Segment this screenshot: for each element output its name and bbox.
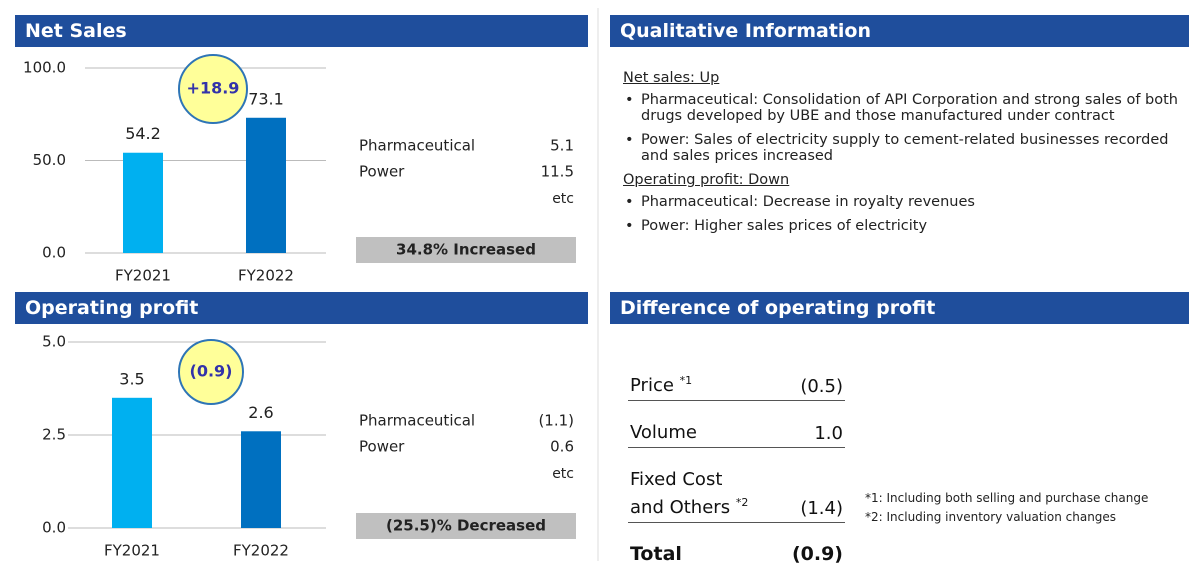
- breakdown-value: 11.5: [541, 163, 574, 181]
- value-label: 3.5: [119, 369, 144, 388]
- breakdown-value: 5.1: [550, 137, 574, 155]
- breakdown-label: Pharmaceutical: [359, 412, 475, 430]
- value-label: 54.2: [125, 124, 161, 143]
- diff-row: Fixed Cost and Others *2 (1.4): [628, 464, 845, 523]
- annotation-circle: [178, 54, 248, 124]
- breakdown-label: Pharmaceutical: [359, 137, 475, 155]
- y-tick-label: 0.0: [42, 244, 66, 262]
- breakdown-label: Power: [359, 163, 405, 181]
- x-tick-label: FY2022: [238, 267, 294, 285]
- difference-table: Price *1 (0.5) Volume 1.0 Fixed Cost and Oth…: [628, 365, 845, 584]
- annotation-circle: [178, 339, 244, 405]
- row-label: Price *1: [630, 369, 760, 397]
- bullet: Power: Sales of electricity supply to ce…: [625, 132, 1189, 164]
- total-value: (0.9): [791, 543, 843, 565]
- x-tick-label: FY2021: [104, 542, 160, 560]
- panel-header: Difference of operating profit: [610, 292, 1189, 324]
- footnote: *1: Including both selling and purchase …: [865, 491, 1149, 505]
- y-tick-label: 100.0: [23, 59, 66, 77]
- breakdown-value: 0.6: [550, 438, 574, 456]
- breakdown-label: Power: [359, 438, 405, 456]
- section-heading: Operating profit: Down: [623, 172, 790, 188]
- total-label: Total: [630, 543, 682, 565]
- diff-row: Price *1 (0.5): [628, 365, 845, 401]
- bullet: Pharmaceutical: Decrease in royalty reve…: [625, 194, 1189, 210]
- row-label-text: Price: [630, 375, 674, 396]
- y-tick-label: 2.5: [42, 426, 66, 444]
- bullet: Power: Higher sales prices of electricit…: [625, 218, 1189, 234]
- bar: [241, 431, 281, 528]
- diff-row: Volume 1.0: [628, 417, 845, 448]
- x-tick-label: FY2022: [233, 542, 289, 560]
- note: etc: [552, 466, 574, 482]
- bar: [246, 117, 286, 253]
- panel-header: Qualitative Information: [610, 15, 1189, 47]
- summary-box: [356, 513, 576, 539]
- row-label: Volume: [630, 421, 760, 444]
- value-label: 73.1: [248, 89, 284, 108]
- summary: (25.5)% Decreased: [386, 517, 546, 535]
- bar: [112, 397, 152, 528]
- bullet-list: Pharmaceutical: Consolidation of API Cor…: [623, 92, 1189, 164]
- footnote-mark: *1: [679, 374, 693, 387]
- section-heading: Net sales: Up: [623, 70, 720, 86]
- slide: {"chart_data": [ {"type": "bar", "title"…: [0, 0, 1189, 561]
- x-tick-label: FY2021: [115, 267, 171, 285]
- row-value: (0.5): [800, 376, 843, 397]
- row-label-text: Volume: [630, 422, 697, 443]
- annotation: (0.9): [190, 362, 233, 381]
- bullet: Pharmaceutical: Consolidation of API Cor…: [625, 92, 1189, 124]
- breakdown-value: (1.1): [538, 412, 574, 430]
- y-tick-label: 5.0: [42, 333, 66, 351]
- qualitative-text: Net sales: Up Pharmaceutical: Consolidati…: [623, 68, 1189, 242]
- annotation: +18.9: [187, 79, 240, 98]
- summary-box: [356, 237, 576, 263]
- bullet-list: Pharmaceutical: Decrease in royalty reve…: [623, 194, 1189, 234]
- footnotes: *1: Including both selling and purchase …: [865, 489, 1148, 527]
- total-row: Total (0.9): [628, 539, 845, 568]
- footnote-mark: *2: [735, 496, 749, 509]
- footnote: *2: Including inventory valuation change…: [865, 510, 1117, 524]
- y-tick-label: 50.0: [33, 151, 66, 169]
- row-label-text: Fixed Cost and Others: [630, 469, 731, 518]
- panel-header: Net Sales: [15, 15, 588, 47]
- bar: [123, 152, 163, 253]
- panel-header: Operating profit: [15, 292, 588, 324]
- note: etc: [552, 191, 574, 207]
- row-value: (1.4): [800, 498, 843, 519]
- value-label: 2.6: [248, 403, 273, 422]
- row-label: Fixed Cost and Others *2: [630, 468, 760, 519]
- summary: 34.8% Increased: [396, 241, 536, 259]
- y-tick-label: 0.0: [42, 519, 66, 537]
- charts: 0.0 50.0 100.0 54.2 FY2021 73.1 FY2022 +18.9 Pha…: [23, 8, 599, 561]
- row-value: 1.0: [814, 423, 843, 444]
